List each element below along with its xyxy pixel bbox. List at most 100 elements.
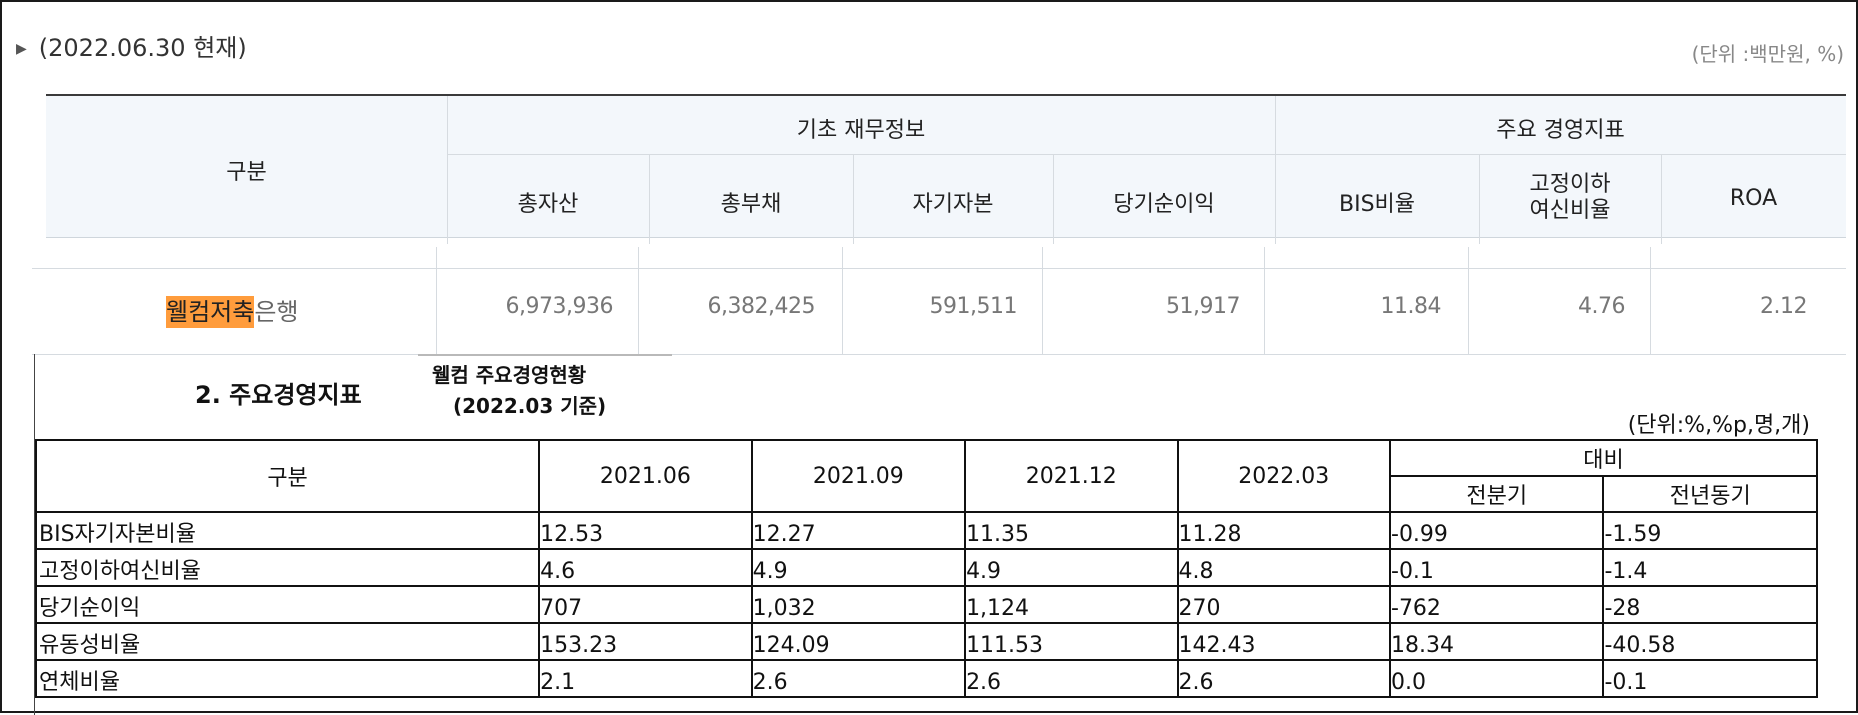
- compare-prev-quarter-header: 전분기: [1388, 475, 1605, 513]
- table-cell: 11.28: [1176, 511, 1392, 550]
- grid-line: [447, 96, 448, 244]
- table-cell: 707: [538, 585, 753, 624]
- table-cell: -0.99: [1388, 511, 1605, 550]
- row-label: 연체비율: [34, 659, 541, 698]
- table-cell: 4.6: [538, 548, 753, 587]
- table-cell: -28: [1602, 585, 1818, 624]
- table-cell: 12.27: [750, 511, 967, 550]
- table-cell: 0.0: [1388, 659, 1605, 698]
- col-equity: 자기자본: [912, 192, 994, 217]
- group-basic-financials: 기초 재무정보: [796, 118, 926, 143]
- col-npl-ratio-line1: 고정이하: [1529, 172, 1611, 197]
- grid-line: [1275, 96, 1276, 244]
- grid-line: [649, 154, 650, 244]
- section2-subtitle-line2: (2022.03 기준): [453, 394, 607, 418]
- grid-line: [1468, 247, 1469, 355]
- table-cell: 2.1: [538, 659, 753, 698]
- key-indicators-body: BIS자기자본비율 12.53 12.27 11.35 11.28 -0.99 -1.59 고…: [34, 511, 1818, 698]
- section2-subtitle-line1: 웰컴 주요경영현황: [432, 363, 587, 387]
- summary-table-header-rule: [46, 237, 1846, 238]
- grid-line: [1650, 247, 1651, 355]
- period-header: 2021.06: [538, 439, 753, 513]
- table-cell: 4.9: [750, 548, 967, 587]
- summary-table-top-rule: [46, 94, 1846, 96]
- table-cell: 4.8: [1176, 548, 1392, 587]
- table-cell: 2.6: [964, 659, 1179, 698]
- date-heading-text: (2022.06.30 현재): [38, 34, 247, 62]
- table-cell: -40.58: [1602, 622, 1818, 661]
- col-total-liabilities: 총부채: [720, 192, 782, 217]
- col-npl-ratio: 고정이하 여신비율: [1479, 172, 1661, 224]
- grid-line: [32, 268, 1846, 269]
- table-cell: -0.1: [1602, 659, 1818, 698]
- col-total-assets: 총자산: [517, 192, 579, 217]
- table-cell: 270: [1176, 585, 1392, 624]
- value-roa: 2.12: [1760, 294, 1807, 319]
- value-net-income: 51,917: [1166, 294, 1240, 319]
- date-heading: ▶ (2022.06.30 현재): [16, 28, 247, 63]
- section2-left-rule: [34, 354, 35, 715]
- table-cell: 111.53: [964, 622, 1179, 661]
- table-cell: -1.4: [1602, 548, 1818, 587]
- value-equity: 591,511: [929, 294, 1018, 319]
- table-row: BIS자기자본비율 12.53 12.27 11.35 11.28 -0.99 -1.59: [34, 511, 1818, 550]
- summary-table-header: [46, 96, 1846, 237]
- compare-group-header: 대비: [1389, 439, 1818, 477]
- compare-prev-year-header: 전년동기: [1602, 475, 1818, 513]
- table-cell: 2.6: [750, 659, 967, 698]
- col-net-income: 당기순이익: [1113, 192, 1215, 217]
- table-row: 고정이하여신비율 4.6 4.9 4.9 4.8 -0.1 -1.4: [34, 548, 1818, 587]
- grid-line: [842, 247, 843, 355]
- bank-name-rest: 은행: [254, 298, 299, 326]
- row-label: 당기순이익: [34, 585, 541, 624]
- grid-line: [436, 247, 437, 355]
- grid-line: [1661, 154, 1662, 244]
- key-indicators-table: 구분 2021.06 2021.09 2021.12 2022.03 대비 전분…: [34, 439, 1818, 698]
- value-total-assets: 6,973,936: [505, 294, 614, 319]
- section2-unit-label: (단위:%,%p,명,개): [1627, 413, 1810, 438]
- period-header: 2022.03: [1176, 439, 1392, 513]
- table-cell: 18.34: [1388, 622, 1605, 661]
- unit-label: (단위 :백만원, %): [1691, 42, 1844, 66]
- row-label: 고정이하여신비율: [34, 548, 541, 587]
- section2-divider: [418, 354, 672, 356]
- group-key-indicators: 주요 경영지표: [1496, 118, 1625, 143]
- table-row: 연체비율 2.1 2.6 2.6 2.6 0.0 -0.1: [34, 659, 1818, 698]
- table-cell: 2.6: [1176, 659, 1392, 698]
- table-row: 유동성비율 153.23 124.09 111.53 142.43 18.34 -40.58: [34, 622, 1818, 661]
- table-cell: -0.1: [1388, 548, 1605, 587]
- triangle-bullet-icon: ▶: [16, 41, 27, 57]
- col-roa: ROA: [1729, 186, 1778, 211]
- table-cell: -1.59: [1602, 511, 1818, 550]
- table-cell: 124.09: [750, 622, 967, 661]
- grid-line: [1053, 154, 1054, 244]
- bank-name-highlight: 웰컴저축: [166, 296, 255, 328]
- grid-line: [1264, 247, 1265, 355]
- grid-line: [1479, 154, 1480, 244]
- value-total-liabilities: 6,382,425: [707, 294, 816, 319]
- col-npl-ratio-line2: 여신비율: [1529, 198, 1611, 223]
- table-cell: -762: [1388, 585, 1605, 624]
- value-npl-ratio: 4.76: [1578, 294, 1625, 319]
- grid-line: [32, 354, 1846, 355]
- table-cell: 4.9: [964, 548, 1179, 587]
- col-bis-ratio: BIS비율: [1338, 192, 1416, 217]
- table-cell: 1,124: [964, 585, 1179, 624]
- grid-line: [447, 154, 1846, 155]
- table-cell: 1,032: [750, 585, 967, 624]
- grid-line: [1042, 247, 1043, 355]
- summary-row-header: 구분: [226, 160, 267, 185]
- table-cell: 142.43: [1176, 622, 1392, 661]
- table-cell: 153.23: [538, 622, 753, 661]
- grid-line: [638, 247, 639, 355]
- detail-row-header: 구분: [34, 439, 541, 513]
- row-label: BIS자기자본비율: [34, 511, 541, 550]
- grid-line: [853, 154, 854, 244]
- section2-title: 2. 주요경영지표: [195, 381, 362, 409]
- value-bis-ratio: 11.84: [1380, 294, 1442, 319]
- table-row: 당기순이익 707 1,032 1,124 270 -762 -28: [34, 585, 1818, 624]
- period-header: 2021.09: [750, 439, 967, 513]
- table-cell: 12.53: [538, 511, 753, 550]
- row-label: 유동성비율: [34, 622, 541, 661]
